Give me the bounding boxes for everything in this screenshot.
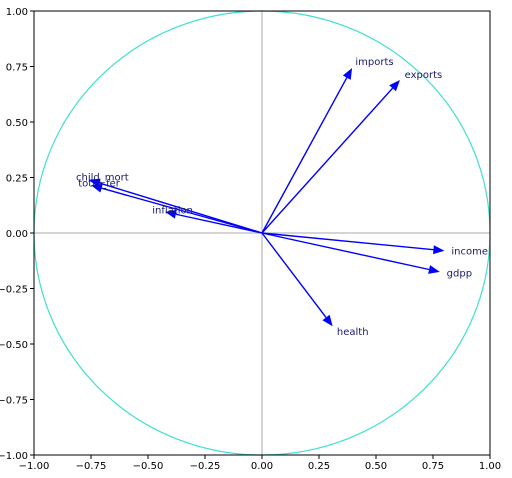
- arrow-shaft: [175, 213, 263, 234]
- arrow-shaft: [99, 182, 263, 234]
- arrow-label: child_mort: [76, 173, 129, 184]
- x-tick-label: −0.50: [133, 461, 164, 472]
- x-tick-label: 0.25: [308, 461, 330, 472]
- arrow-label: income: [451, 246, 488, 257]
- y-tick-label: −0.25: [0, 285, 28, 296]
- y-tick-label: −0.75: [0, 396, 28, 407]
- y-tick-label: 0.25: [6, 174, 28, 185]
- arrow-shaft: [261, 232, 430, 271]
- x-tick-label: −1.00: [19, 461, 50, 472]
- y-tick-label: 1.00: [6, 7, 28, 18]
- x-tick-label: 0.50: [365, 461, 387, 472]
- arrow-shaft: [261, 232, 327, 318]
- y-tick-label: 0.75: [6, 63, 28, 74]
- y-tick-label: 0.50: [6, 118, 28, 129]
- arrow-label: total_fer: [78, 178, 121, 189]
- x-tick-label: −0.25: [190, 461, 221, 472]
- x-tick-label: 0.00: [251, 461, 273, 472]
- x-tick-label: −0.75: [76, 461, 107, 472]
- arrow-label: health: [337, 327, 369, 338]
- arrow-shaft: [261, 77, 348, 234]
- arrow-shaft: [101, 187, 263, 234]
- x-tick-label: 1.00: [479, 461, 501, 472]
- arrow-head: [389, 80, 400, 92]
- arrow-head: [342, 68, 353, 80]
- arrow-head: [322, 314, 333, 327]
- arrow-head: [91, 183, 103, 193]
- arrow-label: exports: [405, 70, 443, 81]
- arrow-head: [433, 245, 445, 255]
- x-tick-label: 0.75: [422, 461, 444, 472]
- arrow-shaft: [261, 232, 434, 251]
- arrow-head: [428, 265, 440, 274]
- arrow-label: gdpp: [447, 268, 472, 279]
- arrow-shaft: [261, 87, 394, 234]
- y-tick-label: −1.00: [0, 451, 28, 462]
- y-tick-label: 0.00: [6, 229, 28, 240]
- arrow-label: imports: [355, 57, 393, 68]
- y-tick-label: −0.50: [0, 340, 28, 351]
- arrow-label: inflation: [152, 205, 193, 216]
- arrow-head: [165, 209, 177, 219]
